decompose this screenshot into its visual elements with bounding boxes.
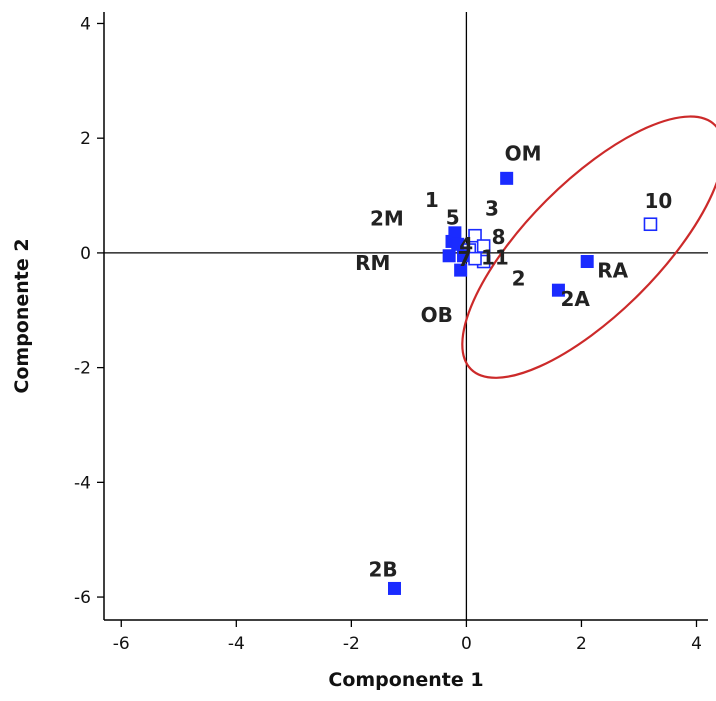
x-axis-title: Componente 1	[328, 669, 483, 691]
x-tick-label: -6	[113, 634, 130, 654]
x-tick-label: 4	[691, 634, 702, 654]
point-label: 4	[459, 233, 473, 257]
point-label: 7	[458, 247, 472, 271]
point-label: 11	[481, 246, 509, 270]
point-label: 1	[425, 188, 439, 212]
data-point	[551, 283, 565, 297]
point-label: 10	[644, 189, 672, 213]
y-axis-title: Componente 2	[11, 238, 33, 393]
y-tick-label: 2	[80, 129, 91, 149]
point-label: OB	[421, 303, 453, 327]
point-label: 2A	[560, 287, 590, 311]
point-label: 3	[485, 197, 499, 221]
data-point	[454, 263, 468, 277]
data-point	[468, 251, 482, 266]
data-point	[387, 581, 401, 595]
point-label: 2	[512, 267, 526, 291]
y-tick-label: -6	[74, 588, 91, 608]
data-point	[500, 171, 514, 185]
point-label: RA	[597, 259, 628, 283]
x-tick-label: -2	[343, 634, 360, 654]
highlight-ellipse	[461, 115, 716, 379]
data-point	[476, 239, 491, 253]
y-tick-label: 4	[80, 14, 91, 34]
point-label: 2M	[370, 206, 404, 230]
data-point	[468, 228, 482, 243]
point-label: RM	[355, 251, 390, 275]
x-tick-label: -4	[228, 634, 245, 654]
y-tick-label: -2	[74, 359, 91, 379]
point-label: 8	[492, 225, 506, 249]
data-point	[442, 249, 456, 263]
x-tick-label: 2	[576, 634, 587, 654]
y-tick-label: -4	[74, 473, 91, 493]
y-tick-label: 0	[80, 244, 91, 264]
data-point	[643, 217, 658, 232]
point-label: OM	[505, 141, 542, 165]
data-point	[580, 255, 594, 269]
point-label: 2B	[368, 557, 397, 581]
point-label: 5	[446, 205, 460, 229]
x-tick-label: 0	[461, 634, 472, 654]
